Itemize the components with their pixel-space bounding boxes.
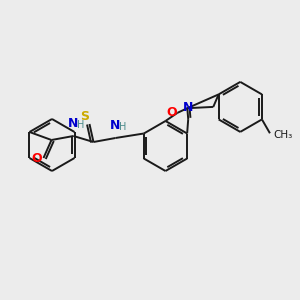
Text: N: N — [68, 117, 79, 130]
Text: O: O — [31, 152, 42, 166]
Text: H: H — [77, 120, 84, 130]
Text: O: O — [166, 106, 177, 119]
Text: H: H — [119, 122, 126, 132]
Text: S: S — [80, 110, 89, 124]
Text: CH₃: CH₃ — [273, 130, 292, 140]
Text: N: N — [110, 119, 121, 132]
Text: N: N — [183, 101, 194, 114]
